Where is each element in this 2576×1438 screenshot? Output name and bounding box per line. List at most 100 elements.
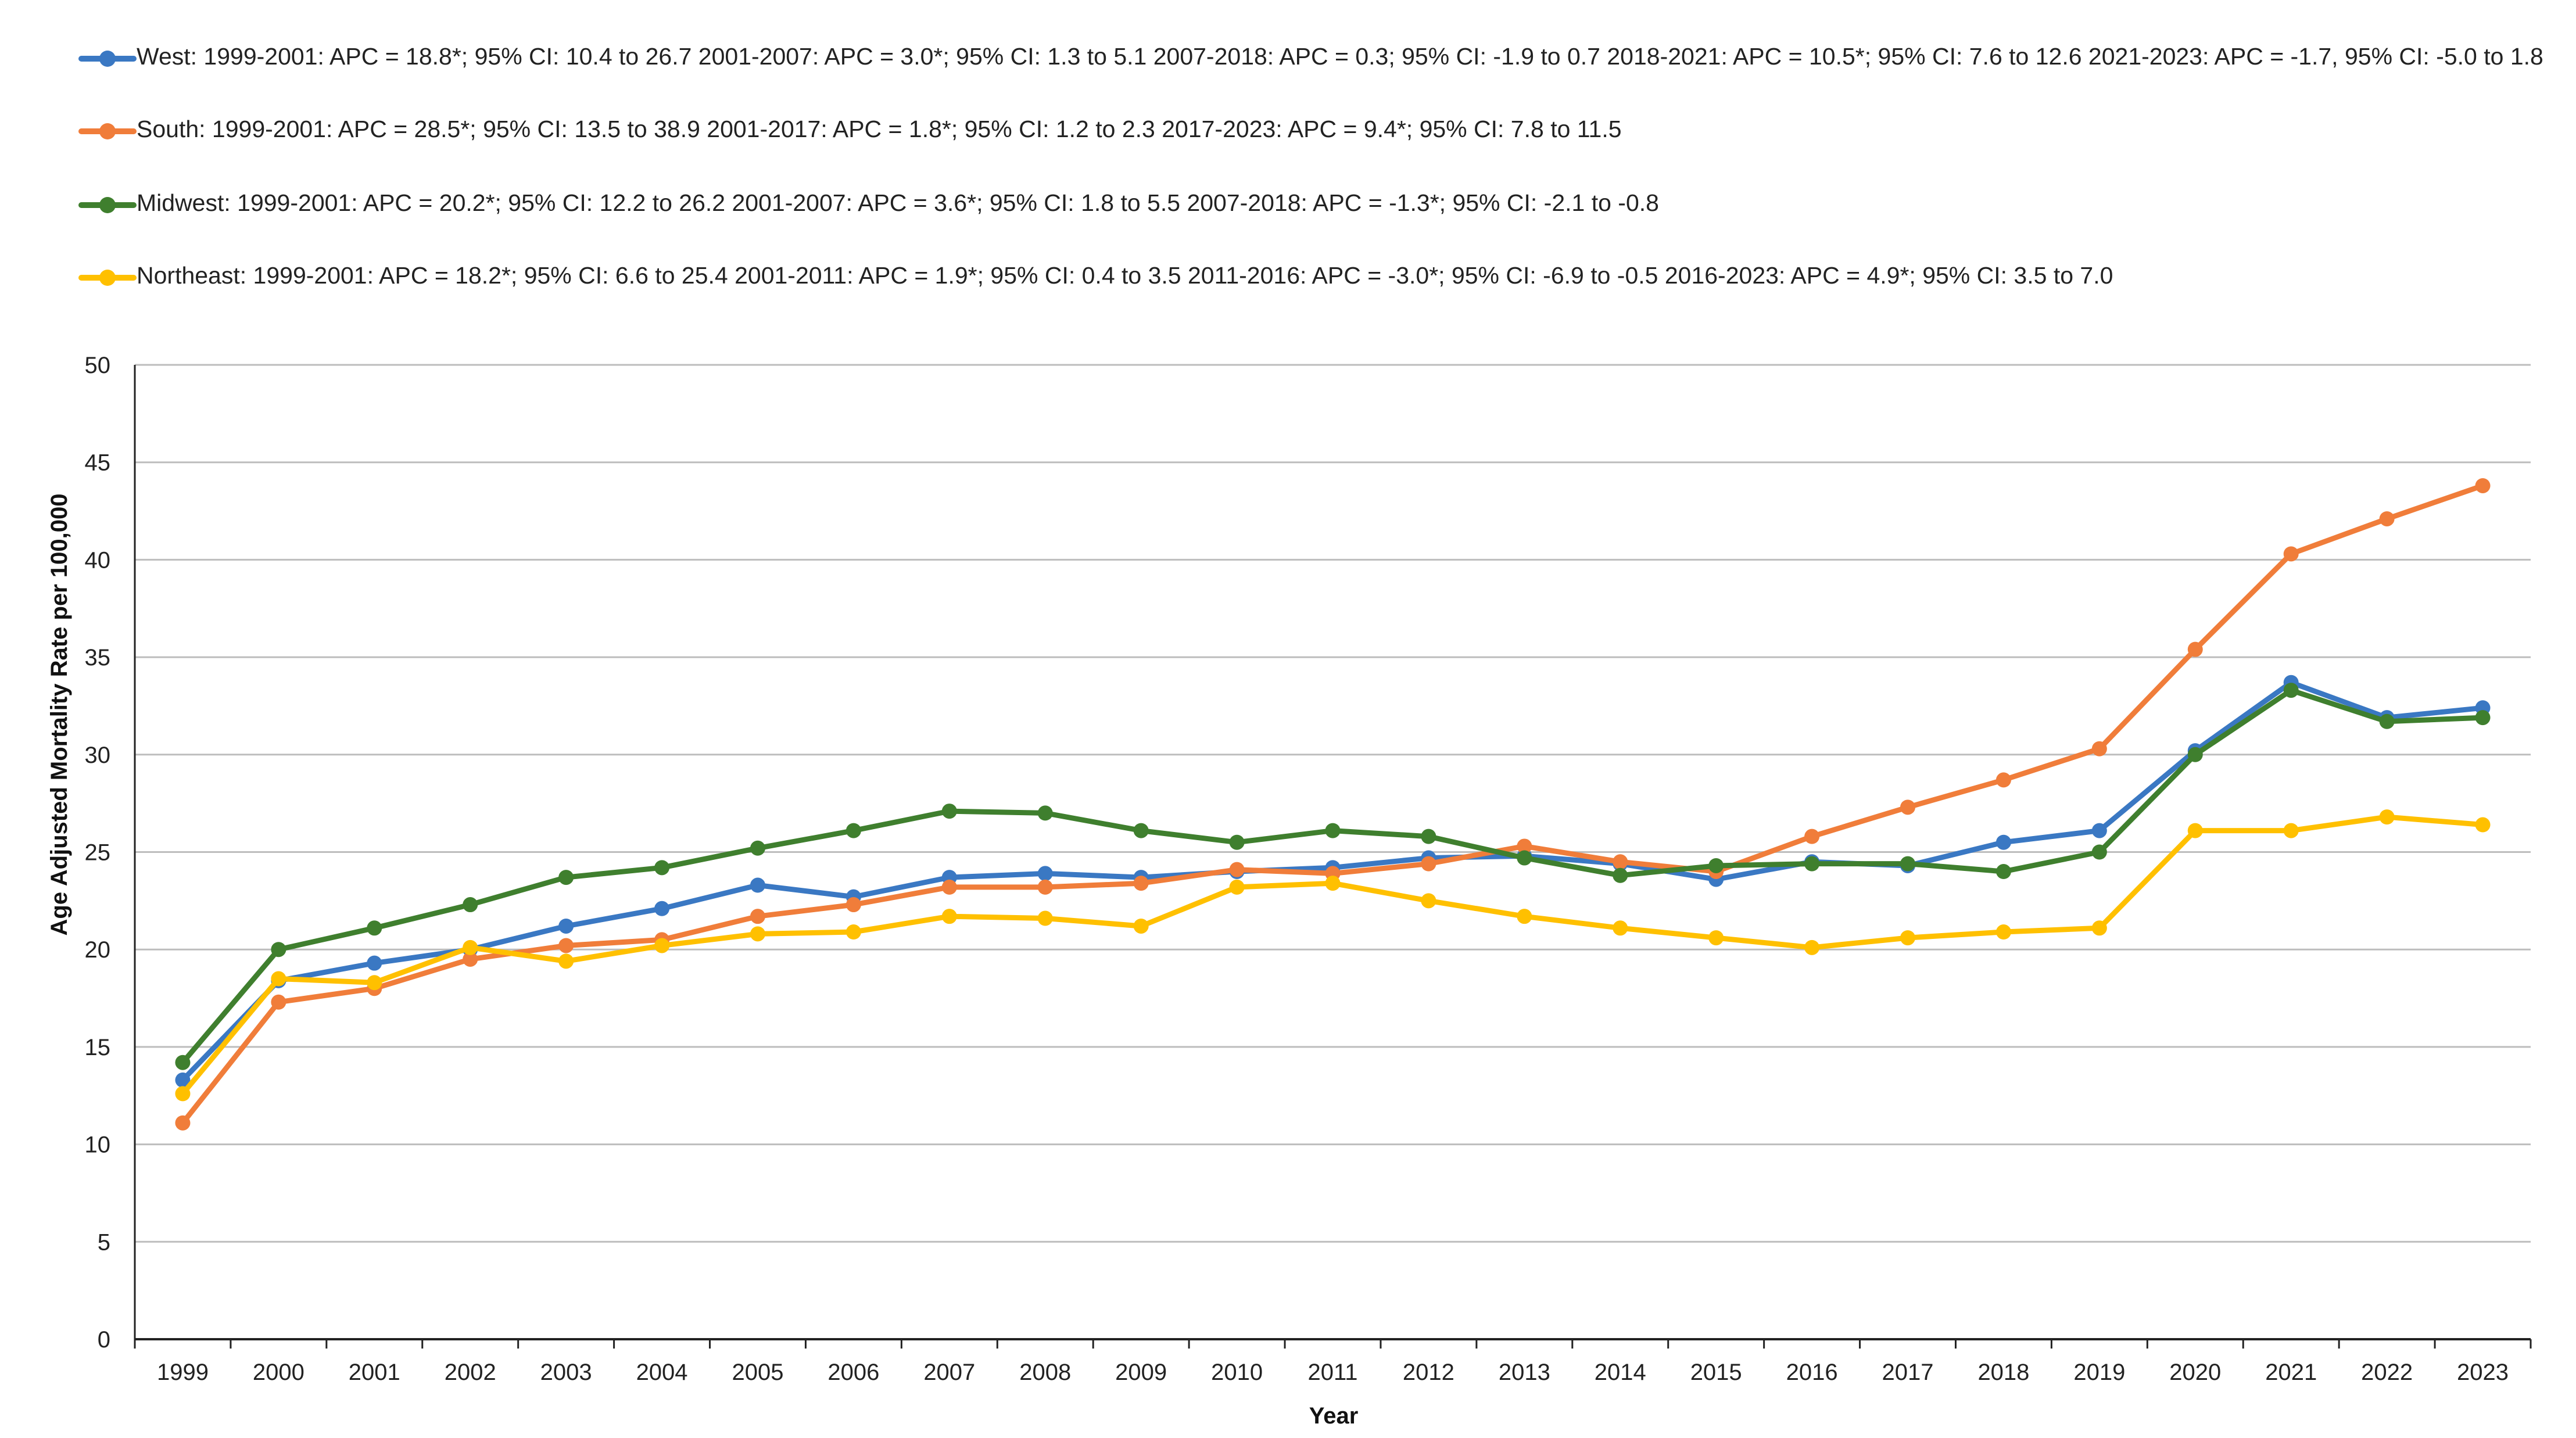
x-tick-label: 2012 <box>1403 1360 1454 1385</box>
y-tick-label: 30 <box>85 743 111 768</box>
data-point-south <box>1613 854 1628 870</box>
data-point-northeast <box>2091 920 2107 936</box>
data-point-midwest <box>1900 856 1916 872</box>
series-northeast <box>175 809 2491 1102</box>
legend-swatch-midwest <box>78 186 137 221</box>
data-point-south <box>1517 838 1532 854</box>
data-point-northeast <box>845 924 861 940</box>
x-tick-label: 2007 <box>923 1360 975 1385</box>
x-tick-label: 2022 <box>2361 1360 2413 1385</box>
data-point-midwest <box>1133 823 1149 838</box>
data-point-midwest <box>558 870 574 885</box>
data-point-south <box>750 909 765 924</box>
data-point-northeast <box>1229 879 1245 895</box>
data-point-northeast <box>1517 909 1532 924</box>
y-tick-label: 5 <box>98 1229 110 1255</box>
series-line-northeast <box>180 814 2485 1096</box>
x-tick-label: 2019 <box>2073 1360 2125 1385</box>
axes <box>134 365 2532 1349</box>
data-point-midwest <box>845 823 861 838</box>
data-point-northeast <box>2475 817 2491 833</box>
data-point-south <box>558 938 574 953</box>
x-tick-label: 2005 <box>732 1360 783 1385</box>
x-tick-label: 2000 <box>253 1360 304 1385</box>
gridlines <box>135 364 2531 1243</box>
data-point-south <box>271 994 286 1010</box>
data-point-northeast <box>750 926 765 942</box>
legend-swatch-marker <box>99 197 116 213</box>
x-tick-label: 2001 <box>349 1360 400 1385</box>
data-point-midwest <box>1421 829 1436 844</box>
data-point-south <box>2475 478 2491 493</box>
data-point-northeast <box>2379 809 2395 825</box>
data-point-south <box>2187 641 2203 657</box>
legend-swatch-south <box>78 112 137 147</box>
data-point-midwest <box>1037 805 1053 821</box>
data-point-midwest <box>175 1055 191 1070</box>
data-point-west <box>558 918 574 934</box>
data-point-midwest <box>1708 858 1724 873</box>
x-tick-label: 2010 <box>1211 1360 1263 1385</box>
y-axis-title: Age Adjusted Mortality Rate per 100,000 <box>46 494 72 936</box>
data-point-northeast <box>463 939 478 955</box>
data-point-south <box>941 879 957 895</box>
data-point-midwest <box>2379 713 2395 729</box>
y-axis-tick-labels: 0 5 10 15 20 25 30 35 40 45 50 <box>85 353 111 1353</box>
data-point-south <box>1133 876 1149 891</box>
data-point-northeast <box>1804 939 1820 955</box>
data-point-south <box>845 897 861 913</box>
chart-legend: West: 1999-2001: APC = 18.8*; 95% CI: 10… <box>0 0 2576 325</box>
x-tick-label: 2014 <box>1595 1360 1646 1385</box>
x-tick-label: 2003 <box>540 1360 592 1385</box>
data-point-northeast <box>271 971 286 987</box>
x-axis-tick-labels: 1999 2000 2001 2002 2003 2004 2005 2006 2007 2008… <box>157 1360 2509 1385</box>
x-tick-label: 2004 <box>636 1360 688 1385</box>
data-point-northeast <box>558 953 574 969</box>
data-point-northeast <box>175 1086 191 1102</box>
data-point-midwest <box>750 840 765 856</box>
legend-entry-south: South: 1999-2001: APC = 28.5*; 95% CI: 1… <box>78 112 2576 147</box>
x-tick-label: 2011 <box>1307 1360 1357 1385</box>
data-point-south <box>1229 862 1245 877</box>
legend-swatch-west <box>78 40 137 74</box>
data-point-northeast <box>654 938 670 953</box>
legend-entry-northeast: Northeast: 1999-2001: APC = 18.2*; 95% C… <box>78 259 2576 293</box>
x-tick-label: 2002 <box>445 1360 496 1385</box>
y-tick-label: 15 <box>85 1035 111 1060</box>
data-point-midwest <box>1995 864 2011 880</box>
data-point-midwest <box>2475 710 2491 726</box>
x-axis-title: Year <box>1309 1403 1359 1429</box>
data-point-northeast <box>1037 910 1053 926</box>
data-point-south <box>1037 879 1053 895</box>
data-point-midwest <box>941 804 957 819</box>
data-point-northeast <box>941 909 957 924</box>
data-point-northeast <box>1325 876 1341 891</box>
series-lines <box>175 478 2491 1131</box>
x-tick-label: 2018 <box>1977 1360 2029 1385</box>
y-tick-label: 25 <box>85 840 111 866</box>
data-point-midwest <box>2187 747 2203 762</box>
x-tick-label: 2021 <box>2265 1360 2317 1385</box>
x-tick-label: 2006 <box>827 1360 879 1385</box>
legend-entry-west: West: 1999-2001: APC = 18.8*; 95% CI: 10… <box>78 40 2576 74</box>
data-point-northeast <box>1133 918 1149 934</box>
y-tick-label: 45 <box>85 450 111 476</box>
data-point-west <box>654 901 670 916</box>
x-tick-label: 2009 <box>1115 1360 1167 1385</box>
data-point-northeast <box>1900 930 1916 946</box>
data-point-northeast <box>367 975 382 991</box>
data-point-midwest <box>2283 683 2299 698</box>
legend-swatch-marker <box>99 270 116 286</box>
legend-swatch-marker <box>99 51 116 67</box>
y-tick-label: 50 <box>85 353 111 378</box>
legend-swatch-northeast <box>78 259 137 293</box>
data-point-northeast <box>1421 893 1436 909</box>
data-point-south <box>2283 546 2299 562</box>
data-point-midwest <box>1229 834 1245 850</box>
data-point-west <box>2091 823 2107 838</box>
legend-label-south: South: 1999-2001: APC = 28.5*; 95% CI: 1… <box>137 116 1622 142</box>
y-tick-label: 10 <box>85 1132 111 1158</box>
data-point-midwest <box>1517 850 1532 866</box>
data-point-northeast <box>2283 823 2299 838</box>
